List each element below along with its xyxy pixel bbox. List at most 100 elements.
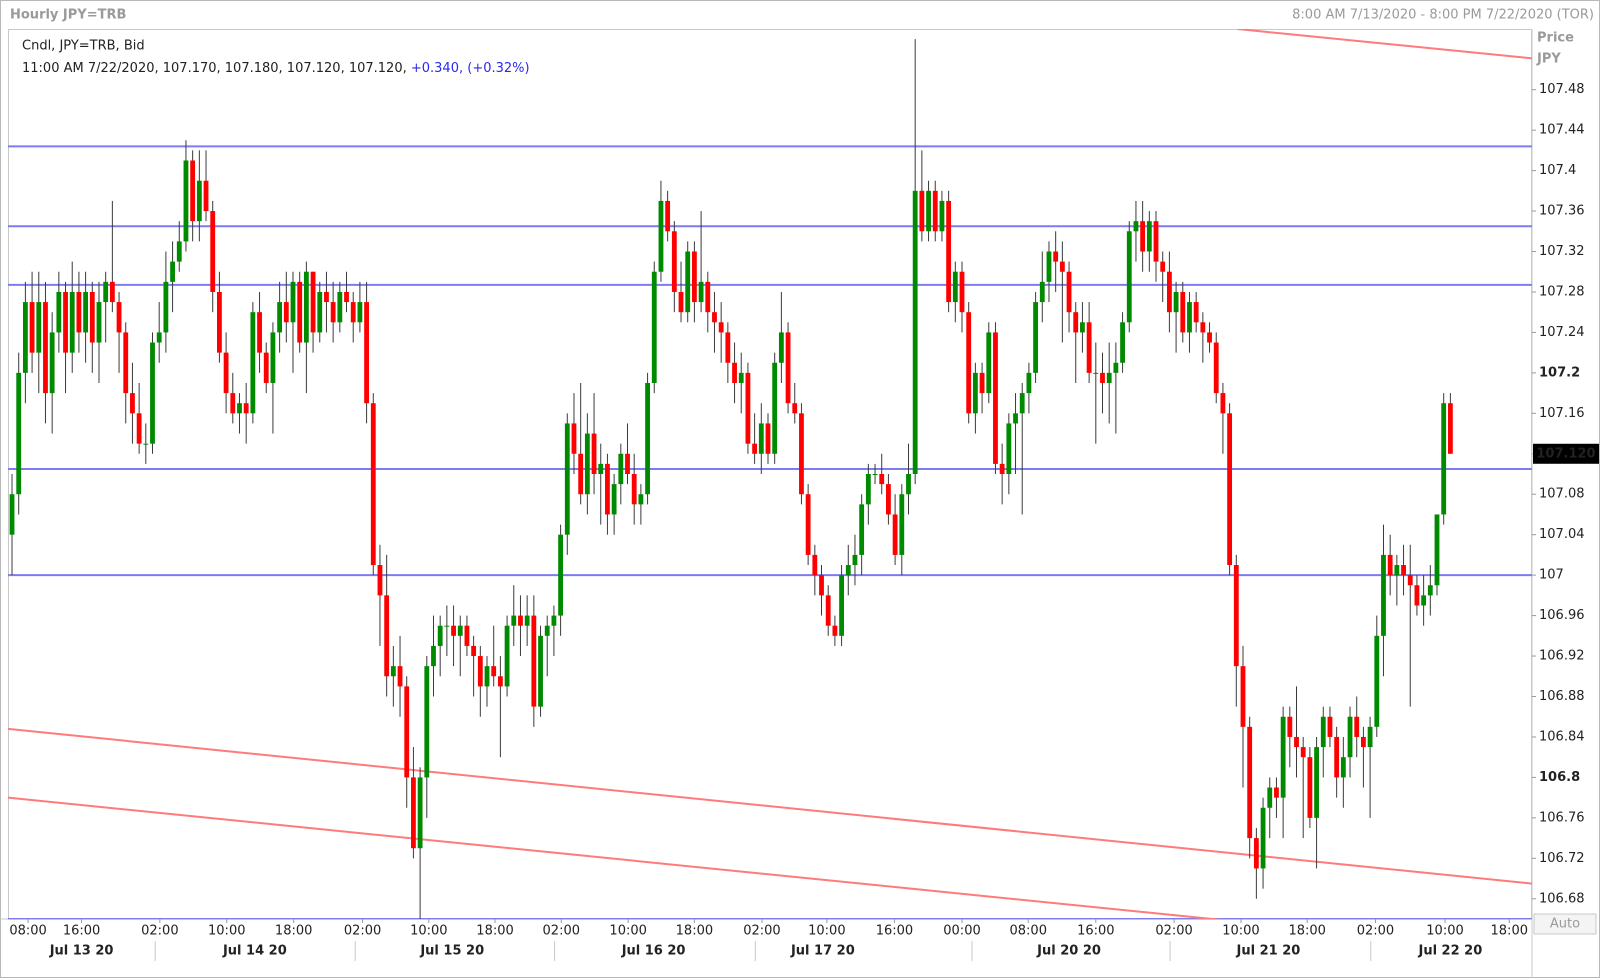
date-label: Jul 15 20 [419,944,484,959]
candle-body [250,312,256,414]
candle-body [1220,393,1226,414]
candle-body [544,625,550,636]
candle-body [123,332,129,394]
candle-body [986,332,992,394]
candle-body [109,281,115,303]
candle-body [631,474,637,505]
y-tick-label: 107.28 [1539,284,1585,299]
candle-body [1240,666,1246,727]
x-tick-label: 10:00 [208,924,245,939]
y-axis-unit: JPY [1536,52,1561,67]
candle-body [799,413,804,495]
candle-body [879,474,885,485]
auto-button-label[interactable]: Auto [1550,917,1580,932]
candle-body [966,312,972,414]
candle-body [671,231,677,292]
candle-body [524,615,530,626]
candle-body [243,403,249,414]
candle-body [678,291,684,313]
date-label: Jul 17 20 [790,944,855,959]
candle-body [1059,261,1065,272]
candle-body [350,302,356,323]
candle-body [1354,716,1360,737]
candle-body [1247,726,1253,839]
candle-body [705,281,711,313]
candle-body [598,463,604,474]
candle-body [210,211,216,292]
candle-body [758,423,764,454]
candle-body [216,291,222,353]
x-tick-label: 18:00 [1288,924,1325,939]
candle-body [578,453,584,495]
candle-body [83,291,89,333]
candle-body [1133,221,1139,232]
candle-body [859,504,865,555]
date-label: Jul 16 20 [621,944,686,959]
candle-body [625,453,630,474]
candle-body [1113,362,1119,373]
candle-body [564,423,570,535]
candle-body [558,534,564,616]
candle-body [29,302,35,353]
candle-body [43,302,48,394]
candle-body [411,777,416,849]
candle-body [825,595,831,626]
y-tick-label: 107.48 [1539,82,1585,97]
candle-body [471,645,477,657]
y-tick-label: 107.24 [1539,325,1585,340]
candle-body [22,302,28,373]
candle-body [364,302,369,404]
candle-body [531,615,537,707]
candle-body [658,200,664,272]
candle-body [491,666,497,677]
x-tick-label: 10:00 [609,924,646,939]
candle-body [1166,271,1172,313]
candle-body [1260,807,1266,869]
candle-body [297,281,303,343]
candle-body [1053,251,1059,262]
candle-body [497,676,503,687]
auto-button[interactable] [1533,913,1597,935]
candle-body [357,302,363,323]
candle-body [946,200,952,303]
candle-body [337,291,343,323]
date-label: Jul 21 20 [1236,944,1301,959]
candle-body [839,575,844,636]
x-tick-label: 16:00 [1077,924,1114,939]
candle-body [832,625,838,636]
candle-body [1401,565,1406,576]
candle-body [63,291,68,353]
candle-body [1300,747,1306,758]
candle-body [384,595,390,677]
candle-body [257,312,262,353]
candle-body [49,332,55,394]
candle-body [1340,757,1346,778]
candle-body [330,302,336,323]
candle-body [69,291,75,353]
candle-body [390,666,396,677]
y-tick-label: 106.92 [1539,649,1585,664]
candle-body [150,342,155,444]
candle-body [1407,575,1413,586]
candle-body [1274,787,1279,798]
y-tick-label: 107.16 [1539,406,1585,421]
candle-body [819,575,824,596]
candle-body [605,463,610,515]
candle-body [1086,322,1092,373]
candle-body [1187,302,1192,333]
candle-body [738,372,744,383]
x-tick-label: 10:00 [1426,924,1463,939]
x-tick-label: 18:00 [1491,924,1528,939]
candle-body [310,271,316,333]
candle-body [638,494,644,505]
y-tick-label: 107.2 [1539,365,1580,380]
candle-body [765,423,771,454]
candle-body [932,190,938,232]
candle-body [1193,302,1199,323]
candle-body [1066,271,1072,313]
y-axis-title: Price [1537,31,1574,46]
candle-body [1421,595,1427,606]
y-tick-label: 106.72 [1539,851,1585,866]
candle-body [852,554,858,566]
